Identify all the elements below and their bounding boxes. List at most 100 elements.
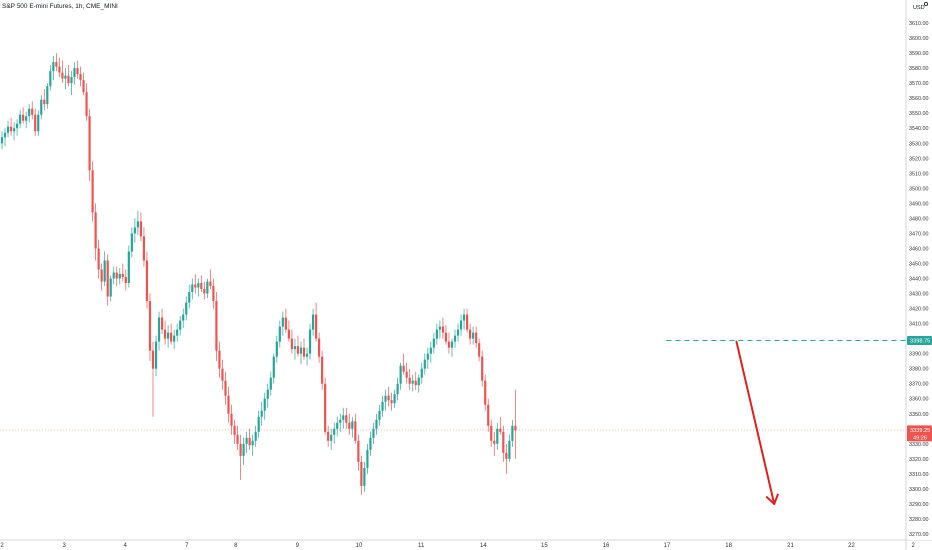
candle-body bbox=[248, 437, 251, 446]
candle-body bbox=[499, 428, 502, 432]
candle-body bbox=[290, 338, 294, 350]
y-tick-label: 3320.00 bbox=[909, 457, 929, 463]
y-tick-label: 3480.00 bbox=[909, 216, 929, 222]
candle-body bbox=[73, 68, 76, 78]
candle-body bbox=[22, 114, 25, 121]
level-price-label: 3398.75 bbox=[907, 336, 932, 346]
y-tick-label: 3420.00 bbox=[909, 307, 929, 313]
candle-body bbox=[299, 347, 303, 354]
y-tick-label: 3330.00 bbox=[909, 442, 929, 448]
candle-body bbox=[481, 356, 484, 381]
x-tick-label: 2 bbox=[0, 543, 4, 549]
y-tick-label: 3390.00 bbox=[909, 352, 929, 358]
candle-body bbox=[296, 346, 300, 354]
current-price-label: 3339.25 49:26 bbox=[907, 425, 932, 442]
candle-body bbox=[275, 341, 278, 357]
y-tick-label: 3450.00 bbox=[909, 261, 929, 267]
candle-body bbox=[127, 251, 130, 284]
candle-body bbox=[251, 440, 254, 446]
candle-body bbox=[441, 326, 445, 333]
y-tick-label: 3300.00 bbox=[909, 487, 929, 493]
candle-body bbox=[142, 236, 146, 261]
candle-body bbox=[194, 284, 197, 288]
candle-body bbox=[417, 377, 420, 386]
candle-body bbox=[218, 350, 221, 369]
candle-body bbox=[269, 377, 272, 390]
arrow-shaft bbox=[735, 340, 776, 505]
candle-body bbox=[115, 272, 118, 279]
candle-body bbox=[402, 365, 405, 372]
candle-body bbox=[12, 128, 16, 132]
x-tick-label: 15 bbox=[541, 543, 548, 549]
candle-body bbox=[124, 277, 127, 284]
candle-body bbox=[197, 283, 200, 288]
candle-body bbox=[170, 332, 173, 342]
candle-body bbox=[37, 114, 40, 132]
candle-body bbox=[200, 283, 203, 290]
candle-body bbox=[233, 425, 236, 435]
currency-selector[interactable]: USD bbox=[909, 1, 929, 11]
x-tick-label: 7 bbox=[185, 543, 189, 549]
level-label-text: 3398.75 bbox=[910, 339, 930, 345]
y-tick-label: 3550.00 bbox=[909, 111, 929, 117]
candle-body bbox=[450, 341, 454, 348]
candle-body bbox=[318, 338, 321, 357]
y-tick-label: 3560.00 bbox=[909, 96, 929, 102]
candle-body bbox=[411, 380, 414, 384]
x-tick-label: 8 bbox=[234, 543, 238, 549]
candle-body bbox=[118, 274, 121, 279]
price-axis-background[interactable] bbox=[907, 0, 932, 540]
candle-body bbox=[505, 452, 508, 459]
candle-body bbox=[61, 72, 64, 79]
candle-body bbox=[70, 77, 73, 84]
candle-body bbox=[348, 422, 351, 429]
candle-body bbox=[100, 269, 103, 282]
candle-body bbox=[25, 116, 28, 121]
candle-body bbox=[145, 260, 149, 302]
y-tick-label: 3360.00 bbox=[909, 397, 929, 403]
candle-body bbox=[76, 68, 79, 75]
x-tick-label: 9 bbox=[296, 543, 300, 549]
y-tick-label: 3580.00 bbox=[909, 66, 929, 72]
y-tick-label: 3460.00 bbox=[909, 246, 929, 252]
candle-body bbox=[378, 410, 381, 420]
candle-body bbox=[465, 314, 469, 330]
time-axis[interactable]: 2 3 4 7 8 9 10 11 14 15 16 17 18 21 22 2 bbox=[0, 543, 915, 549]
candle-body bbox=[469, 329, 472, 339]
candle-body bbox=[9, 126, 13, 132]
candle-body bbox=[167, 332, 170, 339]
x-tick-label: 14 bbox=[480, 543, 487, 549]
candle-body bbox=[384, 395, 387, 402]
y-tick-label: 3290.00 bbox=[909, 502, 929, 508]
candle-body bbox=[366, 449, 369, 468]
level-label-background bbox=[907, 336, 932, 346]
candle-body bbox=[375, 419, 378, 429]
candle-body bbox=[182, 314, 185, 321]
candle-body bbox=[311, 314, 315, 330]
x-tick-label: 2 bbox=[911, 543, 915, 549]
y-tick-label: 3490.00 bbox=[909, 201, 929, 207]
candle-body bbox=[462, 314, 466, 321]
candle-body bbox=[55, 62, 58, 67]
candle-body bbox=[112, 272, 115, 279]
candle-body bbox=[188, 292, 191, 303]
candle-body bbox=[414, 380, 417, 386]
candle-body bbox=[106, 260, 109, 297]
y-tick-label: 3380.00 bbox=[909, 367, 929, 373]
candle-body bbox=[339, 419, 342, 423]
candle-body bbox=[447, 341, 451, 348]
y-tick-label: 3410.00 bbox=[909, 322, 929, 328]
candle-body bbox=[136, 221, 139, 228]
current-label-countdown: 49:26 bbox=[913, 435, 927, 441]
candle-body bbox=[438, 326, 441, 330]
candle-body bbox=[154, 341, 158, 369]
gear-icon[interactable] bbox=[923, 1, 929, 7]
candle-body bbox=[52, 62, 55, 72]
chart-title: S&P 500 E-mini Futures, 1h, CME_MINI bbox=[2, 3, 118, 10]
candle-body bbox=[363, 467, 366, 486]
current-label-background bbox=[907, 425, 932, 442]
y-tick-label: 3610.00 bbox=[909, 21, 929, 27]
candle-body bbox=[354, 421, 357, 441]
